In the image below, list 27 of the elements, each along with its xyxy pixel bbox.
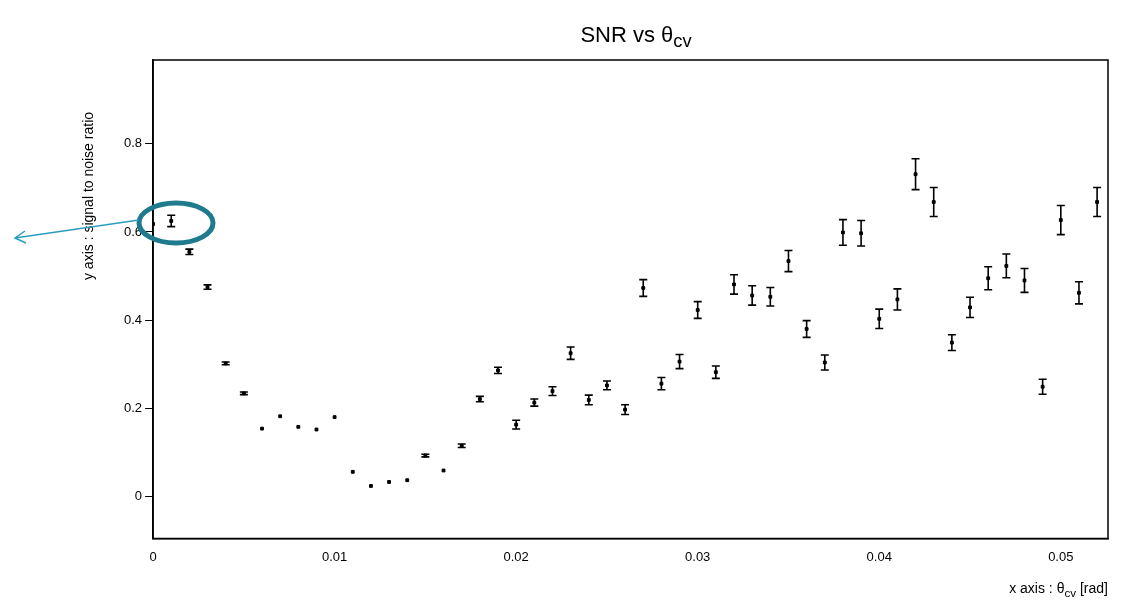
point <box>913 172 918 177</box>
point <box>441 468 446 473</box>
point <box>405 478 410 483</box>
y-tick-label: 0.4 <box>123 311 143 327</box>
point <box>369 484 373 488</box>
point <box>786 259 791 263</box>
y-axis-title: y axis : signal to noise ratio <box>80 110 96 283</box>
x-tick-label: 0 <box>149 548 157 564</box>
x-tick-label: 0.04 <box>866 548 892 564</box>
x-tick-label: 0.01 <box>321 548 348 564</box>
point <box>278 414 283 419</box>
point <box>677 359 682 364</box>
point <box>350 469 355 474</box>
point <box>387 480 391 484</box>
point <box>296 424 301 429</box>
x-tick-label: 0.05 <box>1048 548 1074 564</box>
y-tick-label: 0.8 <box>123 135 143 151</box>
point <box>332 415 337 420</box>
chart-title: SNR vs θ$_{cv}$ <box>579 22 693 53</box>
point <box>314 427 319 432</box>
point <box>260 426 264 431</box>
point <box>1022 278 1027 283</box>
y-tick-label: 0.2 <box>123 399 143 415</box>
x-axis-title: x axis : θ$_{cv}$ [rad] <box>1009 580 1108 599</box>
x-tick-label: 0.02 <box>503 548 529 564</box>
y-tick-label: 0 <box>134 488 143 504</box>
x-tick-label: 0.03 <box>685 548 711 564</box>
